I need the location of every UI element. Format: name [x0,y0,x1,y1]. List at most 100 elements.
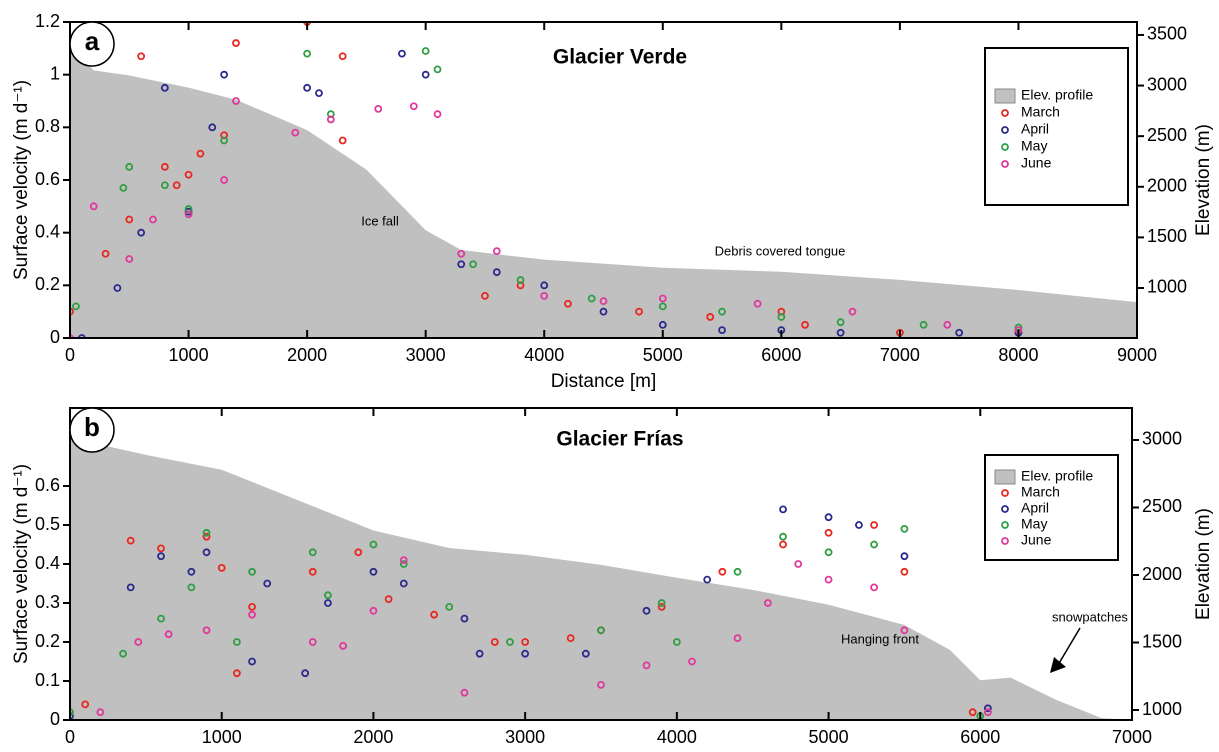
panel-badge [69,21,115,67]
velocity-point [291,128,300,137]
velocity-point [303,49,312,58]
velocity-point [492,247,501,256]
annotation: snowpatches [1052,609,1128,624]
velocity-point [369,540,378,549]
velocity-point [303,83,312,92]
velocity-point [658,294,667,303]
x-tick-label: 0 [65,727,75,747]
panel-0: 0 1000 2000 3000 4000 5000 6000 7000 8000 9000 0 0.… [11,11,1214,392]
velocity-point [220,136,229,145]
x-tick-label: 7000 [1112,727,1152,747]
velocity-point [718,567,727,576]
legend-marker [1001,521,1009,529]
velocity-point [196,149,205,158]
velocity-point [326,115,335,124]
plot-area [70,437,1132,720]
velocity-point [77,334,86,338]
velocity-point [202,626,211,635]
velocity-point [248,567,256,576]
velocity-point [137,52,146,61]
velocity-point [469,260,477,269]
velocity-point [968,708,977,717]
velocity-point [308,567,317,576]
legend-marker [1001,126,1009,134]
plot-area [70,22,1137,338]
legend-marker [1001,505,1009,513]
velocity-point [490,638,499,646]
velocity-point [506,638,514,646]
velocity-point [113,284,122,292]
velocity-point [597,681,605,689]
velocity-point [564,299,572,308]
annotation: Ice fall [361,213,399,228]
x-tick-label: 5000 [809,727,849,747]
legend-label: Elev. profile [1021,468,1093,484]
velocity-point [943,320,952,329]
panel-letter: a [85,26,100,56]
y2-tick-label: 3000 [1142,429,1182,449]
velocity-point [70,708,74,717]
x-tick-label: 9000 [1117,345,1157,365]
velocity-point [900,626,909,635]
velocity-point [89,202,98,211]
velocity-point [836,318,845,327]
y2-tick-label: 1000 [1142,699,1182,719]
velocity-point [324,591,332,600]
elevation-profile [70,437,1132,720]
y-tick-label: 1 [50,63,60,83]
velocity-point [324,599,332,607]
velocity-point [399,560,408,568]
velocity-point [354,548,363,557]
velocity-point [657,603,666,611]
velocity-point [457,249,466,258]
velocity-point [457,260,466,269]
velocity-point [202,528,211,537]
velocity-point [870,583,878,592]
legend-marker [1001,143,1009,151]
y2-tick-label: 3500 [1147,24,1187,44]
velocity-point [72,302,80,311]
velocity-point [339,642,347,650]
velocity-point [160,181,169,190]
velocity-point [308,638,317,646]
legend-marker [1001,489,1009,497]
x-tick-label: 4000 [524,345,564,365]
velocity-point [125,215,134,224]
arrow-head [1050,657,1066,673]
y-tick-label: 0.2 [35,274,60,294]
velocity-point [445,603,454,611]
velocity-point [855,521,863,529]
velocity-point [540,291,549,300]
velocity-point [955,328,964,337]
legend-label: Elev. profile [1021,87,1093,103]
velocity-point [220,176,229,184]
velocity-point [733,567,742,576]
velocity-point [801,320,809,329]
y-tick-label: 1.2 [35,11,60,31]
x-tick-label: 6000 [960,727,1000,747]
velocity-point [481,291,489,300]
velocity-point [983,704,992,713]
annotation: Debris covered tongue [715,243,846,258]
velocity-point [96,708,105,717]
velocity-point [460,688,469,697]
legend-label: June [1021,155,1052,171]
velocity-point [184,207,193,216]
y2-tick-label: 2500 [1147,125,1187,145]
legend-marker [1001,537,1009,545]
chart-title: Glacier Frías [556,428,683,451]
x-tick-label: 8000 [998,345,1038,365]
velocity-point [870,521,878,529]
velocity-point [369,606,378,615]
velocity-point [642,661,651,670]
velocity-point [137,228,146,237]
velocity-point [208,123,217,132]
panel-badge [69,407,115,453]
velocity-point [599,297,608,306]
velocity-point [126,583,135,592]
velocity-point [688,657,696,666]
velocity-point [763,599,772,607]
y-tick-label: 0.2 [35,631,60,651]
velocity-point [232,97,240,105]
velocity-point [672,638,681,646]
